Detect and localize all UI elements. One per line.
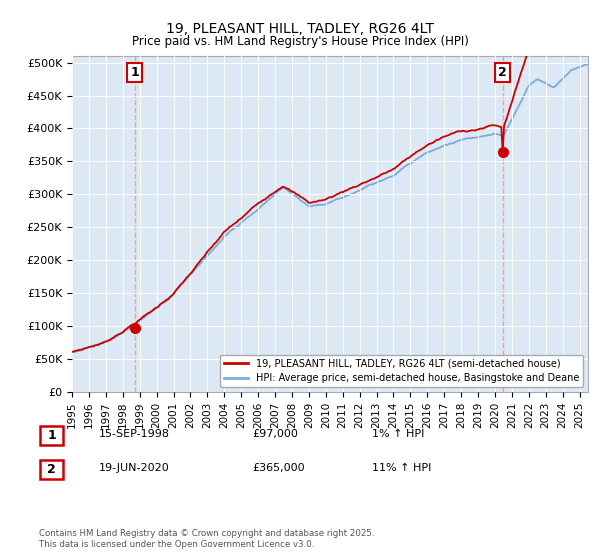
Text: 19-JUN-2020: 19-JUN-2020 <box>99 463 170 473</box>
Text: Price paid vs. HM Land Registry's House Price Index (HPI): Price paid vs. HM Land Registry's House … <box>131 35 469 48</box>
FancyBboxPatch shape <box>40 426 63 445</box>
Text: £97,000: £97,000 <box>252 429 298 439</box>
Legend: 19, PLEASANT HILL, TADLEY, RG26 4LT (semi-detached house), HPI: Average price, s: 19, PLEASANT HILL, TADLEY, RG26 4LT (sem… <box>220 354 583 387</box>
Text: Contains HM Land Registry data © Crown copyright and database right 2025.
This d: Contains HM Land Registry data © Crown c… <box>39 529 374 549</box>
Text: 11% ↑ HPI: 11% ↑ HPI <box>372 463 431 473</box>
Text: 1: 1 <box>130 66 139 79</box>
Text: 1: 1 <box>47 429 56 442</box>
Text: 2: 2 <box>47 463 56 476</box>
Text: 19, PLEASANT HILL, TADLEY, RG26 4LT: 19, PLEASANT HILL, TADLEY, RG26 4LT <box>166 22 434 36</box>
Text: 15-SEP-1998: 15-SEP-1998 <box>99 429 170 439</box>
Text: 2: 2 <box>499 66 507 79</box>
Text: £365,000: £365,000 <box>252 463 305 473</box>
Text: 1% ↑ HPI: 1% ↑ HPI <box>372 429 424 439</box>
FancyBboxPatch shape <box>40 460 63 479</box>
